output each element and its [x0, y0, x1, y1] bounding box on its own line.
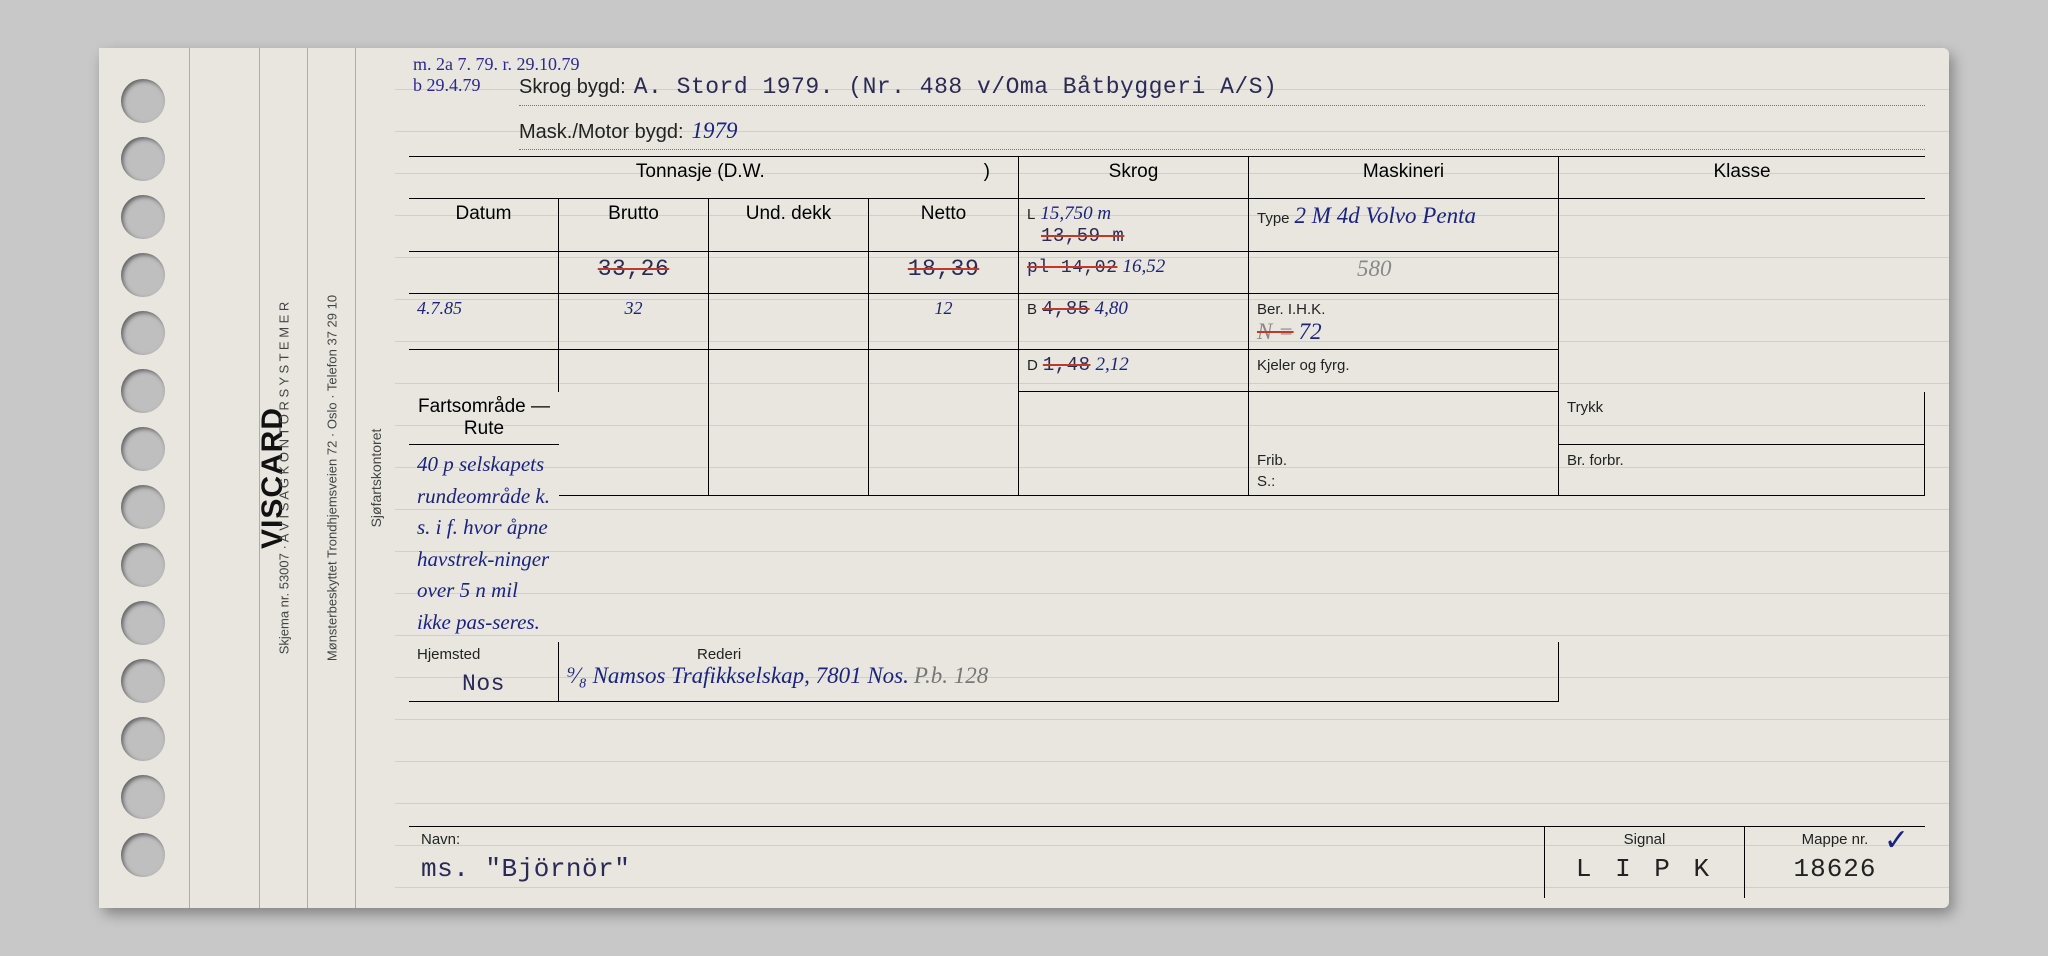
th-unddekk: Und. dekk [709, 199, 869, 252]
annot-1: m. 2a 7. 79. r. 29.10.79 [413, 54, 580, 75]
navn-cell: Navn: ms. "Björnör" [409, 827, 1545, 898]
side-line2: Mønsterbeskyttet Trondhjemsveien 72 · Os… [324, 295, 339, 661]
th-klasse: Klasse [1559, 157, 1925, 199]
mask-ber: Ber. I.H.K. N = 72 [1249, 294, 1559, 350]
th-maskineri: Maskineri [1249, 157, 1559, 199]
bottom-row: Navn: ms. "Björnör" Signal L I P K ✓ Map… [409, 826, 1925, 898]
skrog-L: L 15,750 m 13,59 m [1019, 199, 1249, 252]
mask-br: Br. forbr. [1559, 445, 1925, 496]
r1-brutto: 33,26 [559, 252, 709, 294]
skrog-pl: pl 14,02 16,52 [1019, 252, 1249, 294]
motor-label: Mask./Motor bygd: [519, 121, 684, 144]
mask-kjeler: Kjeler og fyrg. [1249, 350, 1559, 392]
mask-type: Type 2 M 4d Volvo Penta [1249, 199, 1559, 252]
r2-und [709, 294, 869, 350]
fartsomrade-text: 40 p selskapets rundeområde k. s. i f. h… [409, 445, 559, 642]
r2-brutto: 32 [559, 294, 709, 350]
r3-a [409, 350, 559, 392]
side-meta-2: Mønsterbeskyttet Trondhjemsveien 72 · Os… [307, 48, 355, 908]
hjemsted-cell: Hjemsted Nos [409, 642, 559, 702]
main-table: Tonnasje (D.W. ) Skrog Maskineri Klasse … [409, 156, 1925, 702]
skrog-empty [1249, 392, 1559, 445]
r1-netto: 18,39 [869, 252, 1019, 294]
side-line1: Skjema nr. 53007 · A V I S A G K O N T O… [276, 302, 291, 655]
signal-cell: Signal L I P K [1545, 827, 1745, 898]
skrog-D: D 1,48 2,12 [1019, 350, 1249, 392]
r2-netto: 12 [869, 294, 1019, 350]
klasse-empty [1559, 199, 1925, 392]
r3-b [559, 350, 709, 392]
index-card: VISCARD Skjema nr. 53007 · A V I S A G K… [99, 48, 1949, 908]
handwritten-annotation: m. 2a 7. 79. r. 29.10.79 b 29.4.79 [413, 54, 580, 96]
motor-bygd-row: Mask./Motor bygd: 1979 [519, 106, 1925, 150]
th-skrog: Skrog [1019, 157, 1249, 199]
r3-d [869, 350, 1019, 392]
check-icon: ✓ [1884, 823, 1909, 858]
mask-580: 580 [1249, 252, 1559, 294]
punch-holes [99, 48, 189, 908]
th-datum: Datum [409, 199, 559, 252]
mask-trykk: Trykk [1559, 392, 1925, 445]
form-area: m. 2a 7. 79. r. 29.10.79 b 29.4.79 Skrog… [395, 48, 1949, 908]
r3-c [709, 350, 869, 392]
r1-und [709, 252, 869, 294]
th-netto: Netto [869, 199, 1019, 252]
skrog-bygd-row: Skrog bygd: A. Stord 1979. (Nr. 488 v/Om… [519, 62, 1925, 106]
skrog-B: B 4,85 4,80 [1019, 294, 1249, 350]
side-right-label: Sjøfartskontoret [355, 48, 395, 908]
annot-2: b 29.4.79 [413, 75, 580, 96]
rederi-cell: Rederi ⁹⁄₈ Namsos Trafikkselskap, 7801 N… [559, 642, 1559, 702]
motor-val: 1979 [692, 118, 738, 144]
th-brutto: Brutto [559, 199, 709, 252]
skrog-val: A. Stord 1979. (Nr. 488 v/Oma Båtbyggeri… [634, 74, 1278, 100]
mappe-cell: ✓ Mappe nr. 18626 [1745, 827, 1925, 898]
side-meta-1: Skjema nr. 53007 · A V I S A G K O N T O… [259, 48, 307, 908]
th-tonnasje: Tonnasje (D.W. ) [409, 157, 1019, 199]
th-fartsomrade: Fartsområde — Rute [409, 392, 559, 445]
skrog-frib: Frib. S.: [1249, 445, 1559, 496]
side-brand-strip: VISCARD [189, 48, 259, 908]
side-top-right: Sjøfartskontoret [368, 429, 384, 528]
r1-datum [409, 252, 559, 294]
r2-datum: 4.7.85 [409, 294, 559, 350]
